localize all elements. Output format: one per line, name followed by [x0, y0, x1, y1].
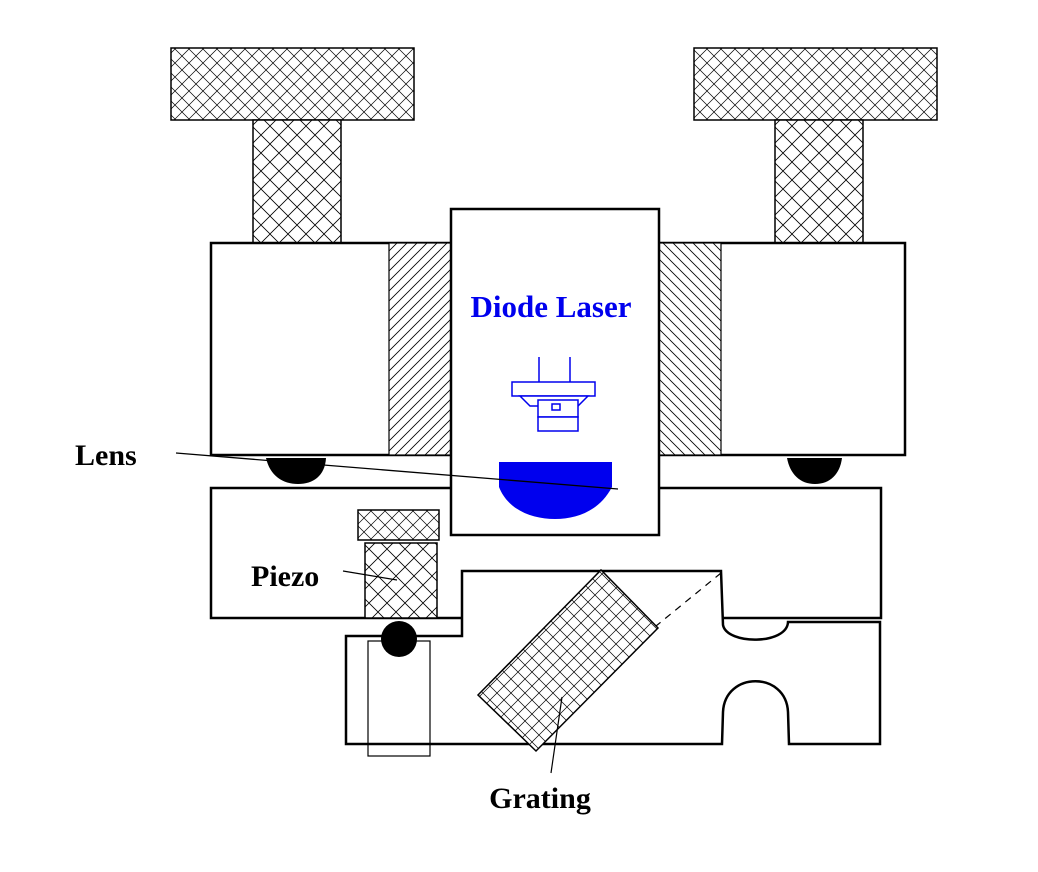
grating-pointer [550, 696, 563, 774]
label-piezo: Piezo [251, 560, 319, 593]
laser-diode-icon [511, 357, 596, 432]
right-screw-shaft [774, 119, 864, 244]
label-diode-laser: Diode Laser [470, 289, 631, 324]
left-screw-shaft [252, 119, 342, 244]
diffraction-grating [476, 568, 660, 753]
label-lens: Lens [75, 439, 137, 472]
piezo-cap [357, 509, 440, 541]
left-adjustment-screw [170, 47, 415, 244]
right-screw-knob [693, 47, 938, 121]
right-clamp-hatch [658, 242, 722, 456]
right-pivot-ball [787, 458, 842, 484]
lens-pointer [175, 452, 619, 490]
piezo-contact-ball [381, 621, 417, 657]
beam-dashed-line [655, 572, 722, 627]
label-grating: Grating [489, 782, 591, 815]
collimating-lens [499, 462, 612, 519]
left-screw-knob [170, 47, 415, 121]
left-clamp-hatch [388, 242, 452, 456]
right-adjustment-screw [693, 47, 938, 244]
piezo-pointer [342, 570, 398, 581]
piezo-stack [364, 542, 438, 619]
left-pivot-ball [266, 458, 326, 484]
